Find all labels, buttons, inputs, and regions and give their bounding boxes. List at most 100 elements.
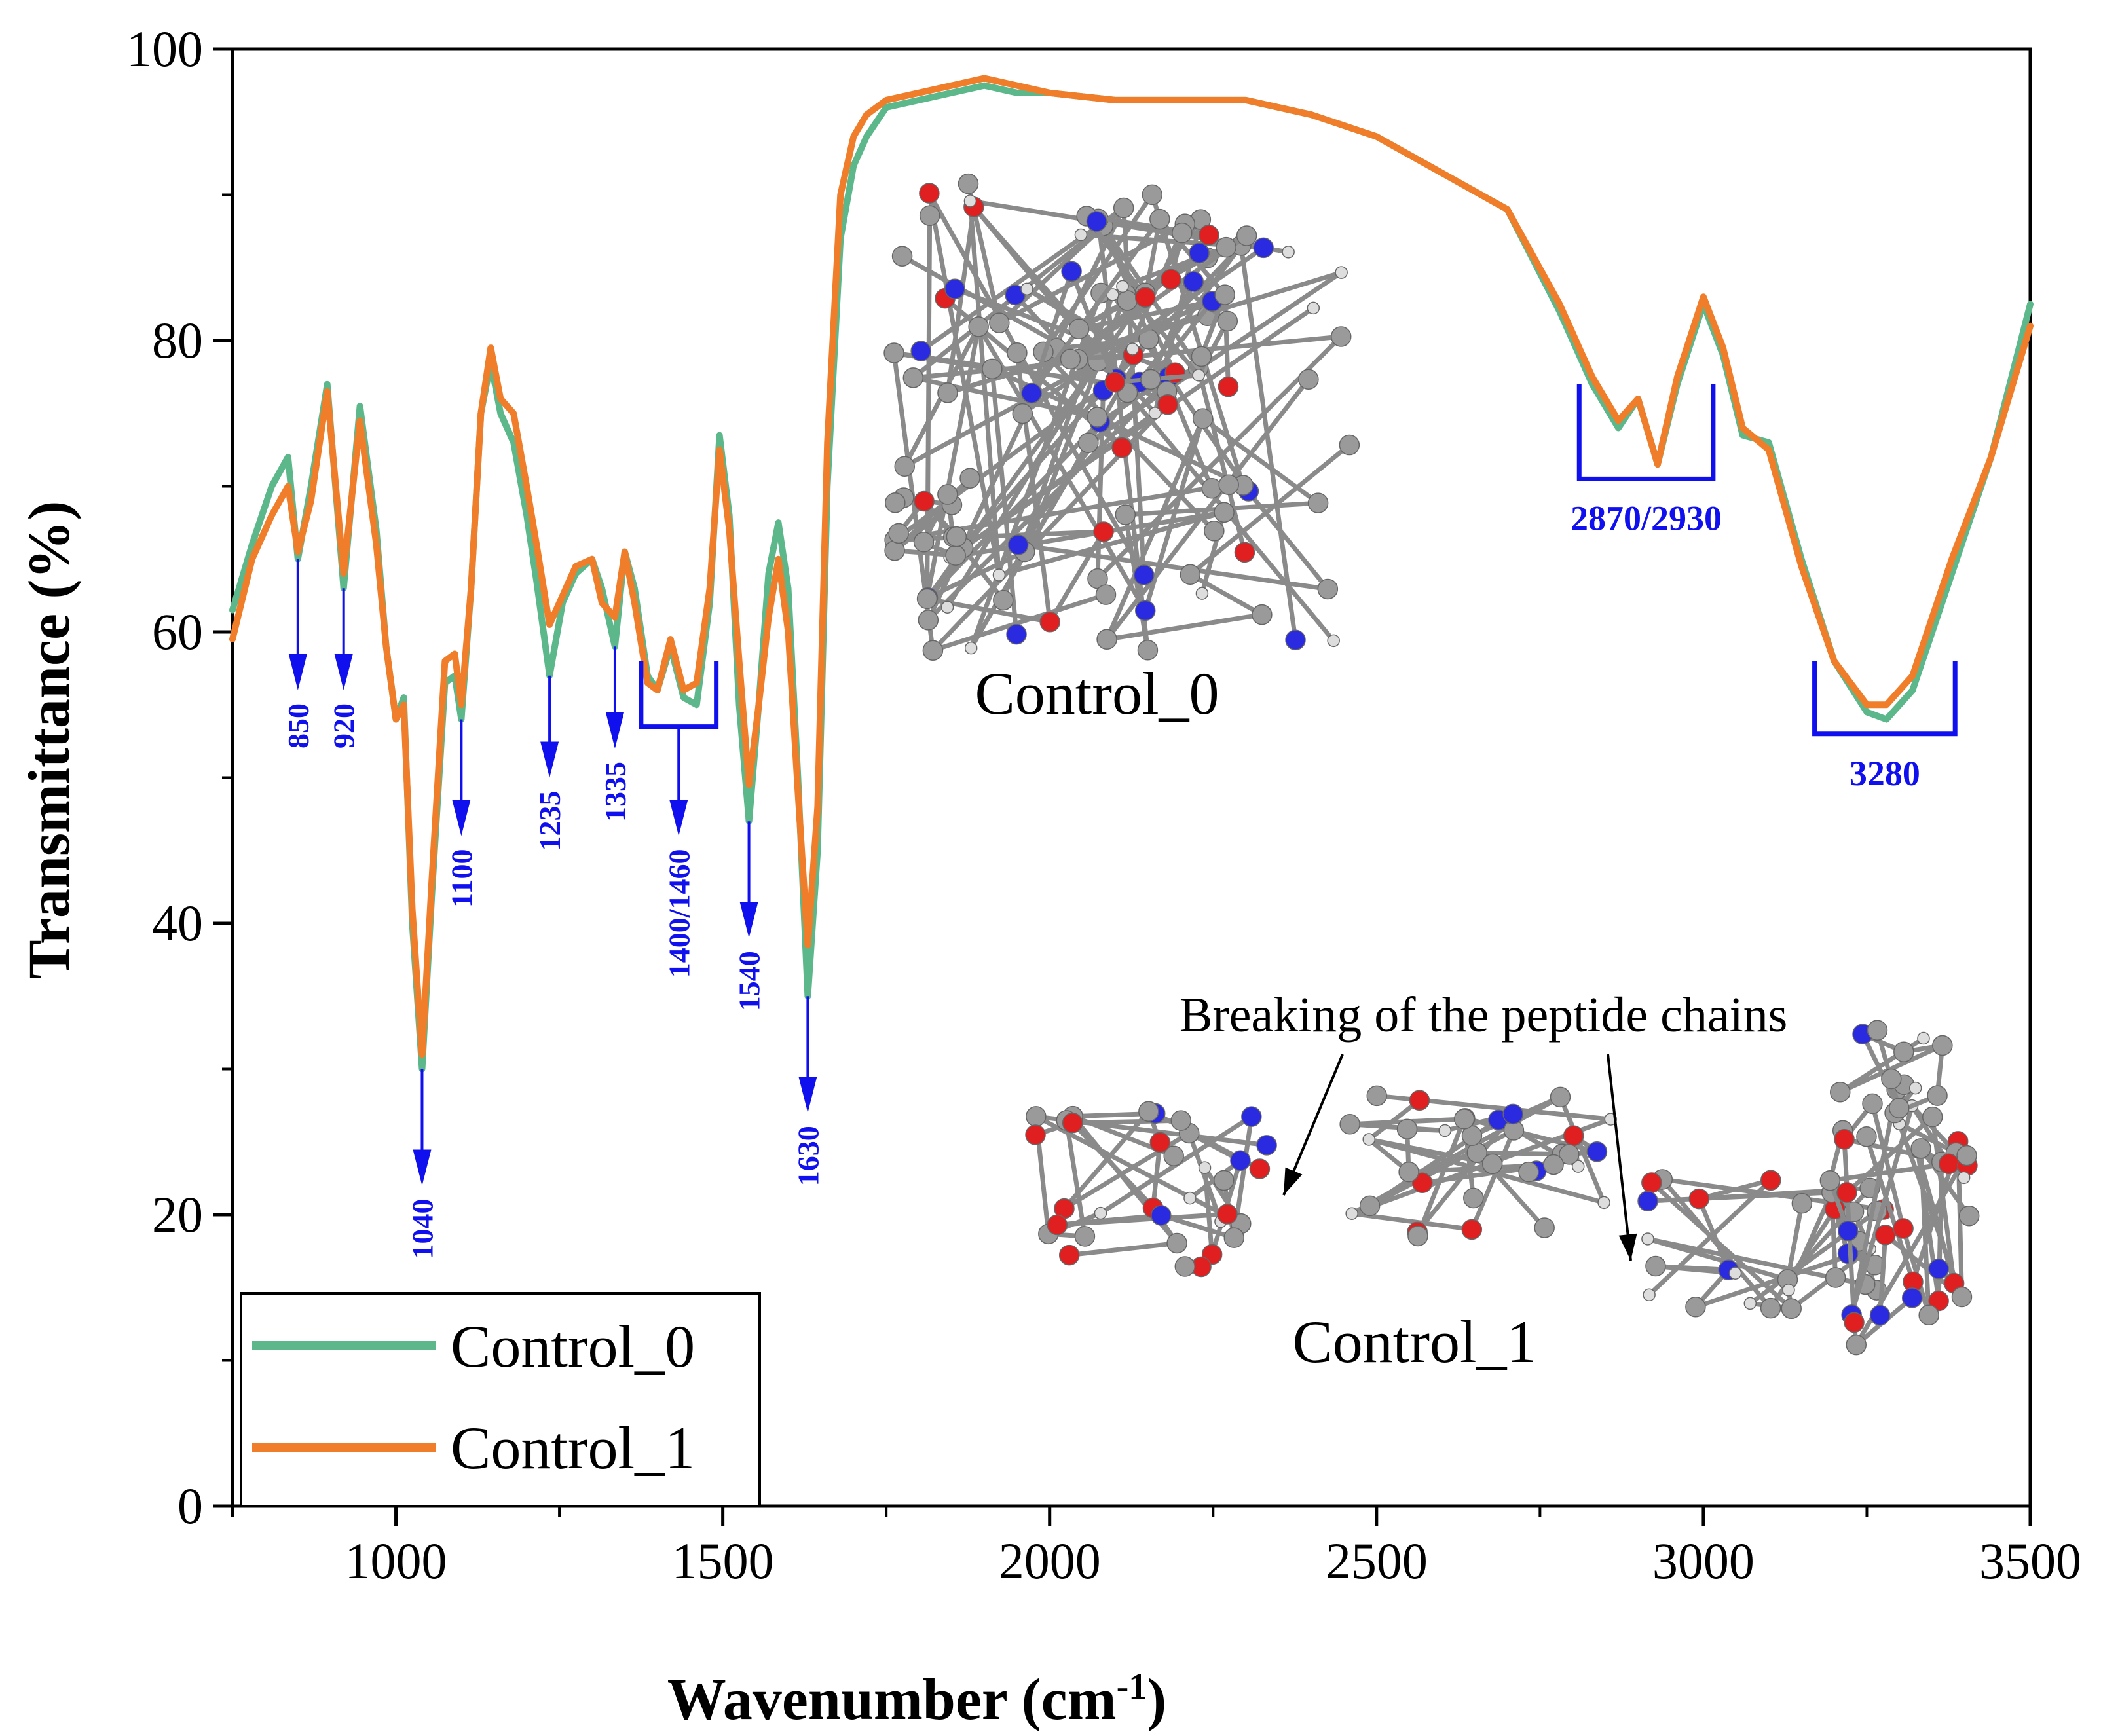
molecule-atom	[1074, 1226, 1096, 1247]
peak-bracket-3280: 3280	[1812, 661, 1958, 793]
molecule-bond	[998, 509, 1225, 578]
molecule-atom	[1938, 1153, 1960, 1175]
molecule-control-1-b	[1339, 1085, 1618, 1247]
molecule-bond	[1030, 217, 1162, 395]
molecule-atom	[1223, 1227, 1244, 1248]
molecule-atom	[1834, 1129, 1855, 1150]
molecule-atom	[1012, 403, 1033, 424]
molecule-atom	[1183, 271, 1204, 292]
molecule-atom	[1743, 1297, 1757, 1310]
molecule-bond	[1069, 270, 1117, 383]
molecule-atom	[918, 610, 939, 631]
molecule-atom	[1137, 640, 1159, 661]
molecule-atom	[1838, 1220, 1859, 1242]
molecule-atom	[945, 545, 966, 566]
molecule-bond	[1071, 1121, 1163, 1217]
x-tick-label: 2500	[1326, 1532, 1428, 1589]
molecule-atom	[1637, 1191, 1658, 1211]
note-arrow-right	[1607, 1054, 1637, 1261]
molecule-atom	[992, 568, 1006, 582]
peak-arrow-920: 920	[327, 588, 361, 748]
bracket-label: 2870/2930	[1571, 498, 1722, 538]
peak-arrow-head	[413, 1149, 432, 1186]
molecule-bond	[945, 360, 1100, 609]
molecule-atom	[1256, 1135, 1277, 1156]
x-tick-label: 3000	[1652, 1532, 1755, 1589]
molecule-bond	[1202, 1167, 1215, 1255]
molecule-atom	[1518, 1161, 1539, 1183]
molecule-atom	[1192, 369, 1205, 382]
molecule-atom	[944, 278, 965, 299]
bracket-shape	[1576, 384, 1716, 481]
molecule-atom	[1957, 1171, 1971, 1185]
molecule-bond	[932, 592, 1107, 653]
molecule-atom	[1149, 1132, 1170, 1153]
molecule-atom	[1170, 1110, 1192, 1131]
molecule-bond	[1072, 1118, 1181, 1126]
bracket-label: 1400/1460	[662, 849, 696, 978]
molecule-atom	[1869, 1304, 1891, 1326]
x-tick-label: 1000	[345, 1532, 447, 1589]
molecule-bond	[1029, 270, 1074, 394]
molecule-atom	[902, 367, 924, 388]
peak-label: 1540	[733, 951, 766, 1011]
peak-arrow-1040: 1040	[405, 1069, 439, 1259]
molecule-atom	[1409, 1090, 1430, 1111]
molecule-atom	[946, 526, 967, 547]
molecule-atom	[1174, 1256, 1196, 1277]
series-layer	[229, 75, 2034, 1073]
peak-arrow-850: 850	[282, 559, 315, 748]
note-arrow-head	[1618, 1233, 1637, 1261]
molecule-bond	[1189, 572, 1263, 617]
molecule-atom	[1396, 1118, 1418, 1139]
molecule-atom	[1183, 1191, 1197, 1205]
molecule-atom	[1198, 1161, 1212, 1174]
peak-arrow-1335: 1335	[599, 646, 632, 822]
molecule-atom	[1641, 1172, 1662, 1193]
molecule-bond	[1558, 1096, 1607, 1204]
molecule-atom	[1216, 236, 1236, 258]
molecule-atom	[1236, 225, 1257, 246]
x-tick-label: 1500	[672, 1532, 774, 1589]
note-arrow-shaft	[1607, 1054, 1632, 1261]
molecule-bond	[1415, 1118, 1466, 1237]
molecule-atom	[1180, 564, 1201, 585]
molecule-atom	[1411, 1172, 1433, 1194]
molecule-bond	[1860, 1033, 1901, 1109]
molecule-bond	[967, 200, 1001, 576]
bracket-shape	[1812, 661, 1958, 737]
molecule-atom	[1111, 437, 1132, 458]
peak-arrow-head	[605, 712, 624, 748]
molecule-atom	[1862, 1093, 1883, 1115]
peak-bracket-1400-1460: 1400/1460	[639, 661, 719, 978]
molecule-atom	[1087, 407, 1108, 428]
molecule-atom	[1133, 564, 1155, 585]
molecule-bond	[1785, 1203, 1804, 1280]
peak-arrow-head	[739, 902, 758, 938]
svg-text:Wavenumber (cm-1): Wavenumber (cm-1)	[667, 1667, 1166, 1732]
y-tick-label: 100	[126, 20, 203, 77]
molecule-atom	[1366, 1085, 1387, 1107]
molecule-atom	[1142, 184, 1163, 206]
molecule-atom	[1791, 1192, 1813, 1214]
x-axis-title: Wavenumber (cm-1)	[667, 1667, 1166, 1732]
molecule-atom	[1166, 1232, 1187, 1254]
molecule-atom	[1094, 1206, 1107, 1220]
molecule-bond	[1106, 612, 1263, 642]
molecule-bond	[1470, 1129, 1516, 1230]
molecule-bond	[976, 325, 1147, 612]
molecule-bond	[1018, 542, 1328, 591]
molecule-bond	[903, 359, 1100, 469]
molecule-atom	[1586, 1141, 1608, 1162]
molecule-atom	[1438, 1124, 1451, 1137]
peak-label: 1235	[533, 791, 567, 851]
molecule-atom	[1461, 1219, 1483, 1240]
molecule-atom	[1253, 237, 1274, 259]
molecule-atom	[1571, 1160, 1585, 1173]
peak-arrow-head	[452, 800, 471, 836]
molecule-bond	[1064, 1120, 1087, 1237]
molecule-atom	[919, 183, 940, 204]
molecule-atom	[1825, 1267, 1846, 1288]
bracket-label: 3280	[1850, 754, 1920, 793]
molecule-atom	[1951, 1286, 1973, 1308]
